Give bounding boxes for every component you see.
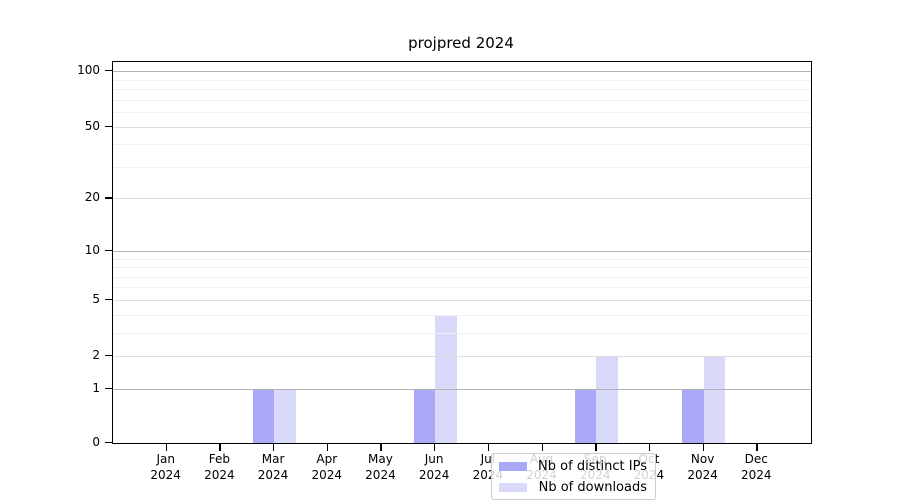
bar-downloads-sep	[596, 356, 618, 443]
x-tick-year: 2024	[204, 468, 235, 482]
gridline-minor	[113, 79, 811, 81]
y-tick-label: 1	[92, 380, 100, 395]
legend-swatch-distinct-ips-icon	[499, 461, 527, 471]
x-tick-label-jun: Jun 2024	[402, 451, 466, 483]
bar-distinct-ips-jun	[413, 388, 436, 443]
gridline-minor	[113, 258, 811, 260]
x-tick-label-may: May 2024	[348, 451, 412, 483]
y-tick-label: 50	[84, 118, 100, 133]
gridline-minor	[113, 144, 811, 146]
x-tick-label-feb: Feb 2024	[187, 451, 251, 483]
bar-distinct-ips-mar	[252, 388, 275, 443]
y-tick-label: 5	[92, 291, 100, 306]
gridline-major	[113, 250, 811, 253]
x-axis-tick	[541, 443, 543, 451]
gridline-minor	[113, 99, 811, 101]
y-axis-tick	[105, 249, 112, 252]
y-axis-tick	[105, 70, 112, 72]
y-axis-tick	[105, 387, 112, 390]
y-axis-tick	[105, 442, 112, 444]
grid-layer	[113, 62, 811, 443]
legend-label-distinct-ips: Nb of distinct IPs	[538, 458, 647, 474]
legend-item-distinct-ips: Nb of distinct IPs	[499, 458, 647, 475]
x-axis-tick	[326, 443, 329, 451]
gridline-minor	[113, 267, 811, 269]
x-axis-tick	[702, 443, 704, 451]
plot-area: Nb of distinct IPs Nb of downloads	[112, 61, 812, 500]
x-tick-year: 2024	[311, 468, 343, 482]
y-axis-tick	[105, 298, 112, 301]
gridline-minor	[113, 166, 811, 168]
x-axis-tick	[595, 443, 597, 451]
x-tick-label-jan: Jan 2024	[134, 451, 198, 483]
gridline-major	[113, 71, 811, 73]
gridline-minor	[113, 314, 811, 316]
y-tick-label: 20	[84, 190, 100, 205]
chart-title: projpred 2024	[408, 34, 514, 52]
x-tick-label-mar: Mar 2024	[241, 451, 305, 483]
gridline-minor	[113, 332, 811, 334]
bars-layer	[113, 62, 811, 443]
x-tick-label-apr: Apr 2024	[295, 451, 359, 483]
x-tick-label-nov: Nov 2024	[671, 451, 735, 483]
x-tick-label-dec: Dec 2024	[724, 451, 788, 483]
gridline-major	[113, 126, 811, 128]
x-tick-year: 2024	[150, 468, 181, 482]
y-tick-label: 2	[92, 348, 100, 363]
bar-distinct-ips-sep	[574, 388, 597, 443]
bar-distinct-ips-nov	[682, 388, 704, 443]
x-axis-tick	[380, 443, 382, 451]
x-tick-year: 2024	[687, 468, 718, 482]
gridline-major	[113, 356, 811, 358]
x-tick-year: 2024	[365, 468, 396, 482]
y-tick-label: 100	[77, 63, 100, 78]
gridline-major	[113, 198, 811, 200]
gridline-minor	[113, 276, 811, 278]
bar-downloads-mar	[274, 388, 296, 443]
x-axis-tick	[756, 443, 758, 451]
legend: Nb of distinct IPs Nb of downloads	[491, 453, 656, 500]
x-axis-tick	[273, 443, 275, 451]
y-axis-tick	[105, 197, 112, 199]
gridline-major	[113, 299, 811, 301]
y-tick-label: 0	[92, 435, 100, 449]
legend-label-downloads: Nb of downloads	[538, 479, 647, 495]
y-axis-tick	[105, 355, 112, 357]
x-axis-tick	[165, 443, 167, 451]
x-axis-tick	[219, 443, 221, 451]
x-tick-year: 2024	[257, 468, 289, 482]
x-axis-tick	[648, 443, 651, 451]
bar-downloads-jun	[435, 314, 457, 443]
gridline-major	[113, 388, 811, 391]
y-tick-label: 10	[84, 242, 100, 257]
gridline-minor	[113, 89, 811, 91]
legend-swatch-downloads-icon	[499, 482, 527, 492]
x-tick-year: 2024	[741, 468, 772, 482]
x-tick-year: 2024	[418, 468, 450, 482]
legend-item-downloads: Nb of downloads	[499, 479, 647, 496]
bar-downloads-nov	[703, 356, 726, 443]
y-axis-tick	[105, 125, 112, 127]
x-axis-tick	[487, 443, 490, 451]
gridline-minor	[113, 112, 811, 114]
x-axis-tick	[434, 443, 436, 451]
gridline-minor	[113, 287, 811, 289]
